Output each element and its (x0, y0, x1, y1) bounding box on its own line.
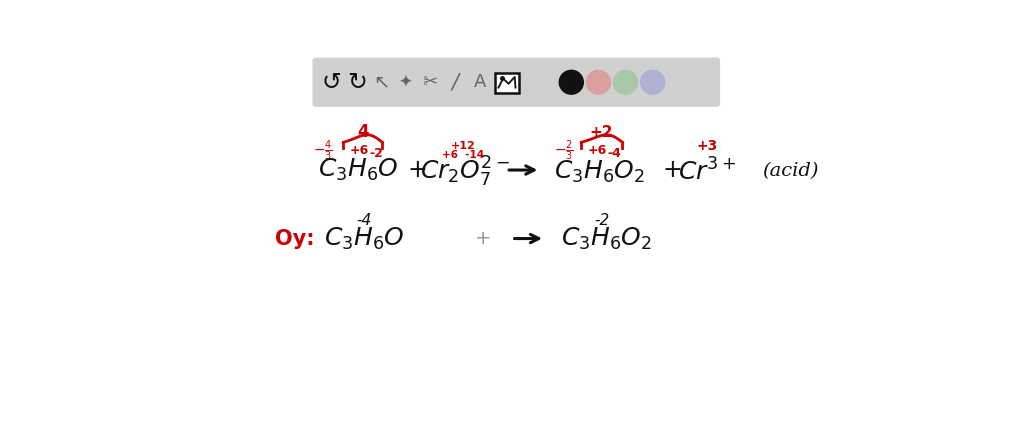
Text: Oy:: Oy: (274, 228, 314, 249)
Text: +3: +3 (696, 139, 718, 153)
Text: +12: +12 (451, 141, 475, 151)
Circle shape (641, 70, 665, 94)
Text: ✦: ✦ (398, 73, 413, 91)
Text: A: A (474, 73, 486, 91)
Circle shape (559, 70, 584, 94)
Text: $C_3H_6O$: $C_3H_6O$ (324, 225, 404, 252)
Text: $Cr^{3+}$: $Cr^{3+}$ (678, 158, 736, 185)
Text: +6: +6 (587, 144, 606, 157)
Text: (acid): (acid) (763, 163, 819, 181)
Text: ✂: ✂ (423, 73, 438, 91)
Text: /: / (452, 72, 459, 92)
Text: $C_3H_6O$: $C_3H_6O$ (317, 157, 398, 183)
Text: ↻: ↻ (347, 70, 367, 94)
FancyBboxPatch shape (312, 58, 720, 107)
Text: 4: 4 (357, 123, 369, 141)
Text: ↖: ↖ (373, 73, 389, 92)
Text: -2: -2 (595, 213, 610, 228)
Text: -4: -4 (356, 213, 372, 228)
Text: +: + (408, 158, 427, 182)
Text: +6: +6 (349, 144, 369, 157)
Text: +2: +2 (590, 125, 613, 140)
Circle shape (613, 70, 638, 94)
Text: -2: -2 (369, 147, 383, 160)
Text: $Cr_2O_7^{2-}$: $Cr_2O_7^{2-}$ (420, 155, 510, 189)
Text: +: + (663, 158, 682, 182)
Text: -4: -4 (608, 147, 622, 160)
Text: $C_3H_6O_2$: $C_3H_6O_2$ (554, 159, 645, 185)
Circle shape (587, 70, 610, 94)
Text: $C_3H_6O_2$: $C_3H_6O_2$ (561, 225, 652, 252)
Text: $-\frac{2}{3}$: $-\frac{2}{3}$ (554, 138, 573, 163)
Text: +: + (475, 229, 492, 248)
FancyBboxPatch shape (496, 73, 518, 94)
Text: $-\frac{4}{3}$: $-\frac{4}{3}$ (313, 138, 333, 163)
Text: ↺: ↺ (322, 70, 341, 94)
Text: +6  -14: +6 -14 (441, 150, 484, 159)
